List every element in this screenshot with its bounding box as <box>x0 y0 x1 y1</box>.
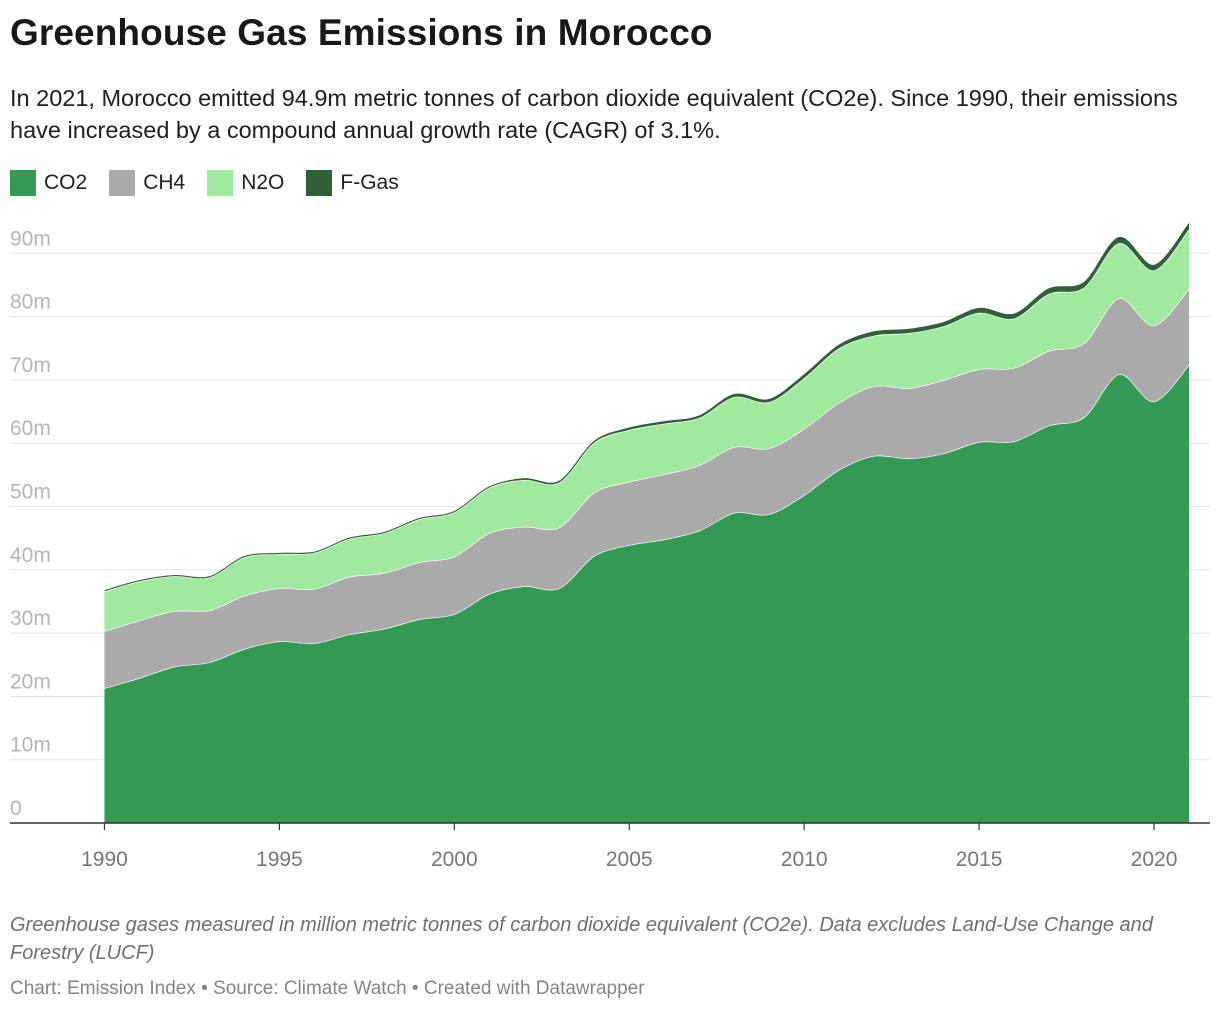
area-series <box>104 223 1190 823</box>
x-tick-label-2000: 2000 <box>431 848 478 871</box>
x-tick-label-2005: 2005 <box>606 848 653 871</box>
chart-notes: Greenhouse gases measured in million met… <box>10 914 1153 964</box>
area-ch4 <box>104 288 1190 689</box>
x-tick-label-2010: 2010 <box>781 848 828 871</box>
stacked-area-chart: 0 10m 20m 30m 40m 50m 60m 70m 80m 90m 1990 1995 2000… <box>10 223 1210 871</box>
y-tick-label-20: 20m <box>10 670 51 693</box>
y-tick-label-10: 10m <box>10 734 51 757</box>
legend-item-fgas: F-Gas <box>306 170 399 196</box>
legend-swatch-ch4 <box>109 170 136 196</box>
area-edge-fgas <box>104 223 1190 592</box>
x-tick-label-1990: 1990 <box>81 848 128 871</box>
x-tick-label-2020: 2020 <box>1131 848 1178 871</box>
x-tick-label-1995: 1995 <box>256 848 303 871</box>
legend-label-fgas: F-Gas <box>340 171 399 194</box>
y-tick-label-0: 0 <box>10 797 22 820</box>
legend-swatch-fgas <box>306 170 333 196</box>
legend-swatch-n2o <box>207 170 234 196</box>
chart-legend: CO2 CH4 N2O F-Gas <box>10 170 421 196</box>
y-tick-label-60: 60m <box>10 417 51 440</box>
x-tick-label-2015: 2015 <box>956 848 1003 871</box>
y-tick-label-30: 30m <box>10 607 51 630</box>
legend-item-co2: CO2 <box>10 170 87 196</box>
legend-label-ch4: CH4 <box>143 171 186 194</box>
legend-label-co2: CO2 <box>44 171 88 194</box>
y-tick-label-90: 90m <box>10 227 51 250</box>
legend-label-n2o: N2O <box>241 171 285 194</box>
chart-credits: Chart: Emission Index • Source: Climate … <box>10 978 645 999</box>
y-tick-label-80: 80m <box>10 291 51 314</box>
y-tick-label-70: 70m <box>10 354 51 377</box>
y-tick-label-50: 50m <box>10 481 51 504</box>
axes: 0 10m 20m 30m 40m 50m 60m 70m 80m 90m 1990 1995 2000… <box>10 227 1210 871</box>
y-tick-label-40: 40m <box>10 544 51 567</box>
legend-swatch-co2 <box>10 170 36 196</box>
legend-item-n2o: N2O <box>207 170 284 196</box>
chart-subtitle: In 2021, Morocco emitted 94.9m metric to… <box>10 85 1178 143</box>
area-n2o <box>104 229 1190 632</box>
area-co2 <box>104 364 1190 823</box>
chart-title: Greenhouse Gas Emissions in Morocco <box>10 12 713 53</box>
legend-item-ch4: CH4 <box>109 170 185 196</box>
